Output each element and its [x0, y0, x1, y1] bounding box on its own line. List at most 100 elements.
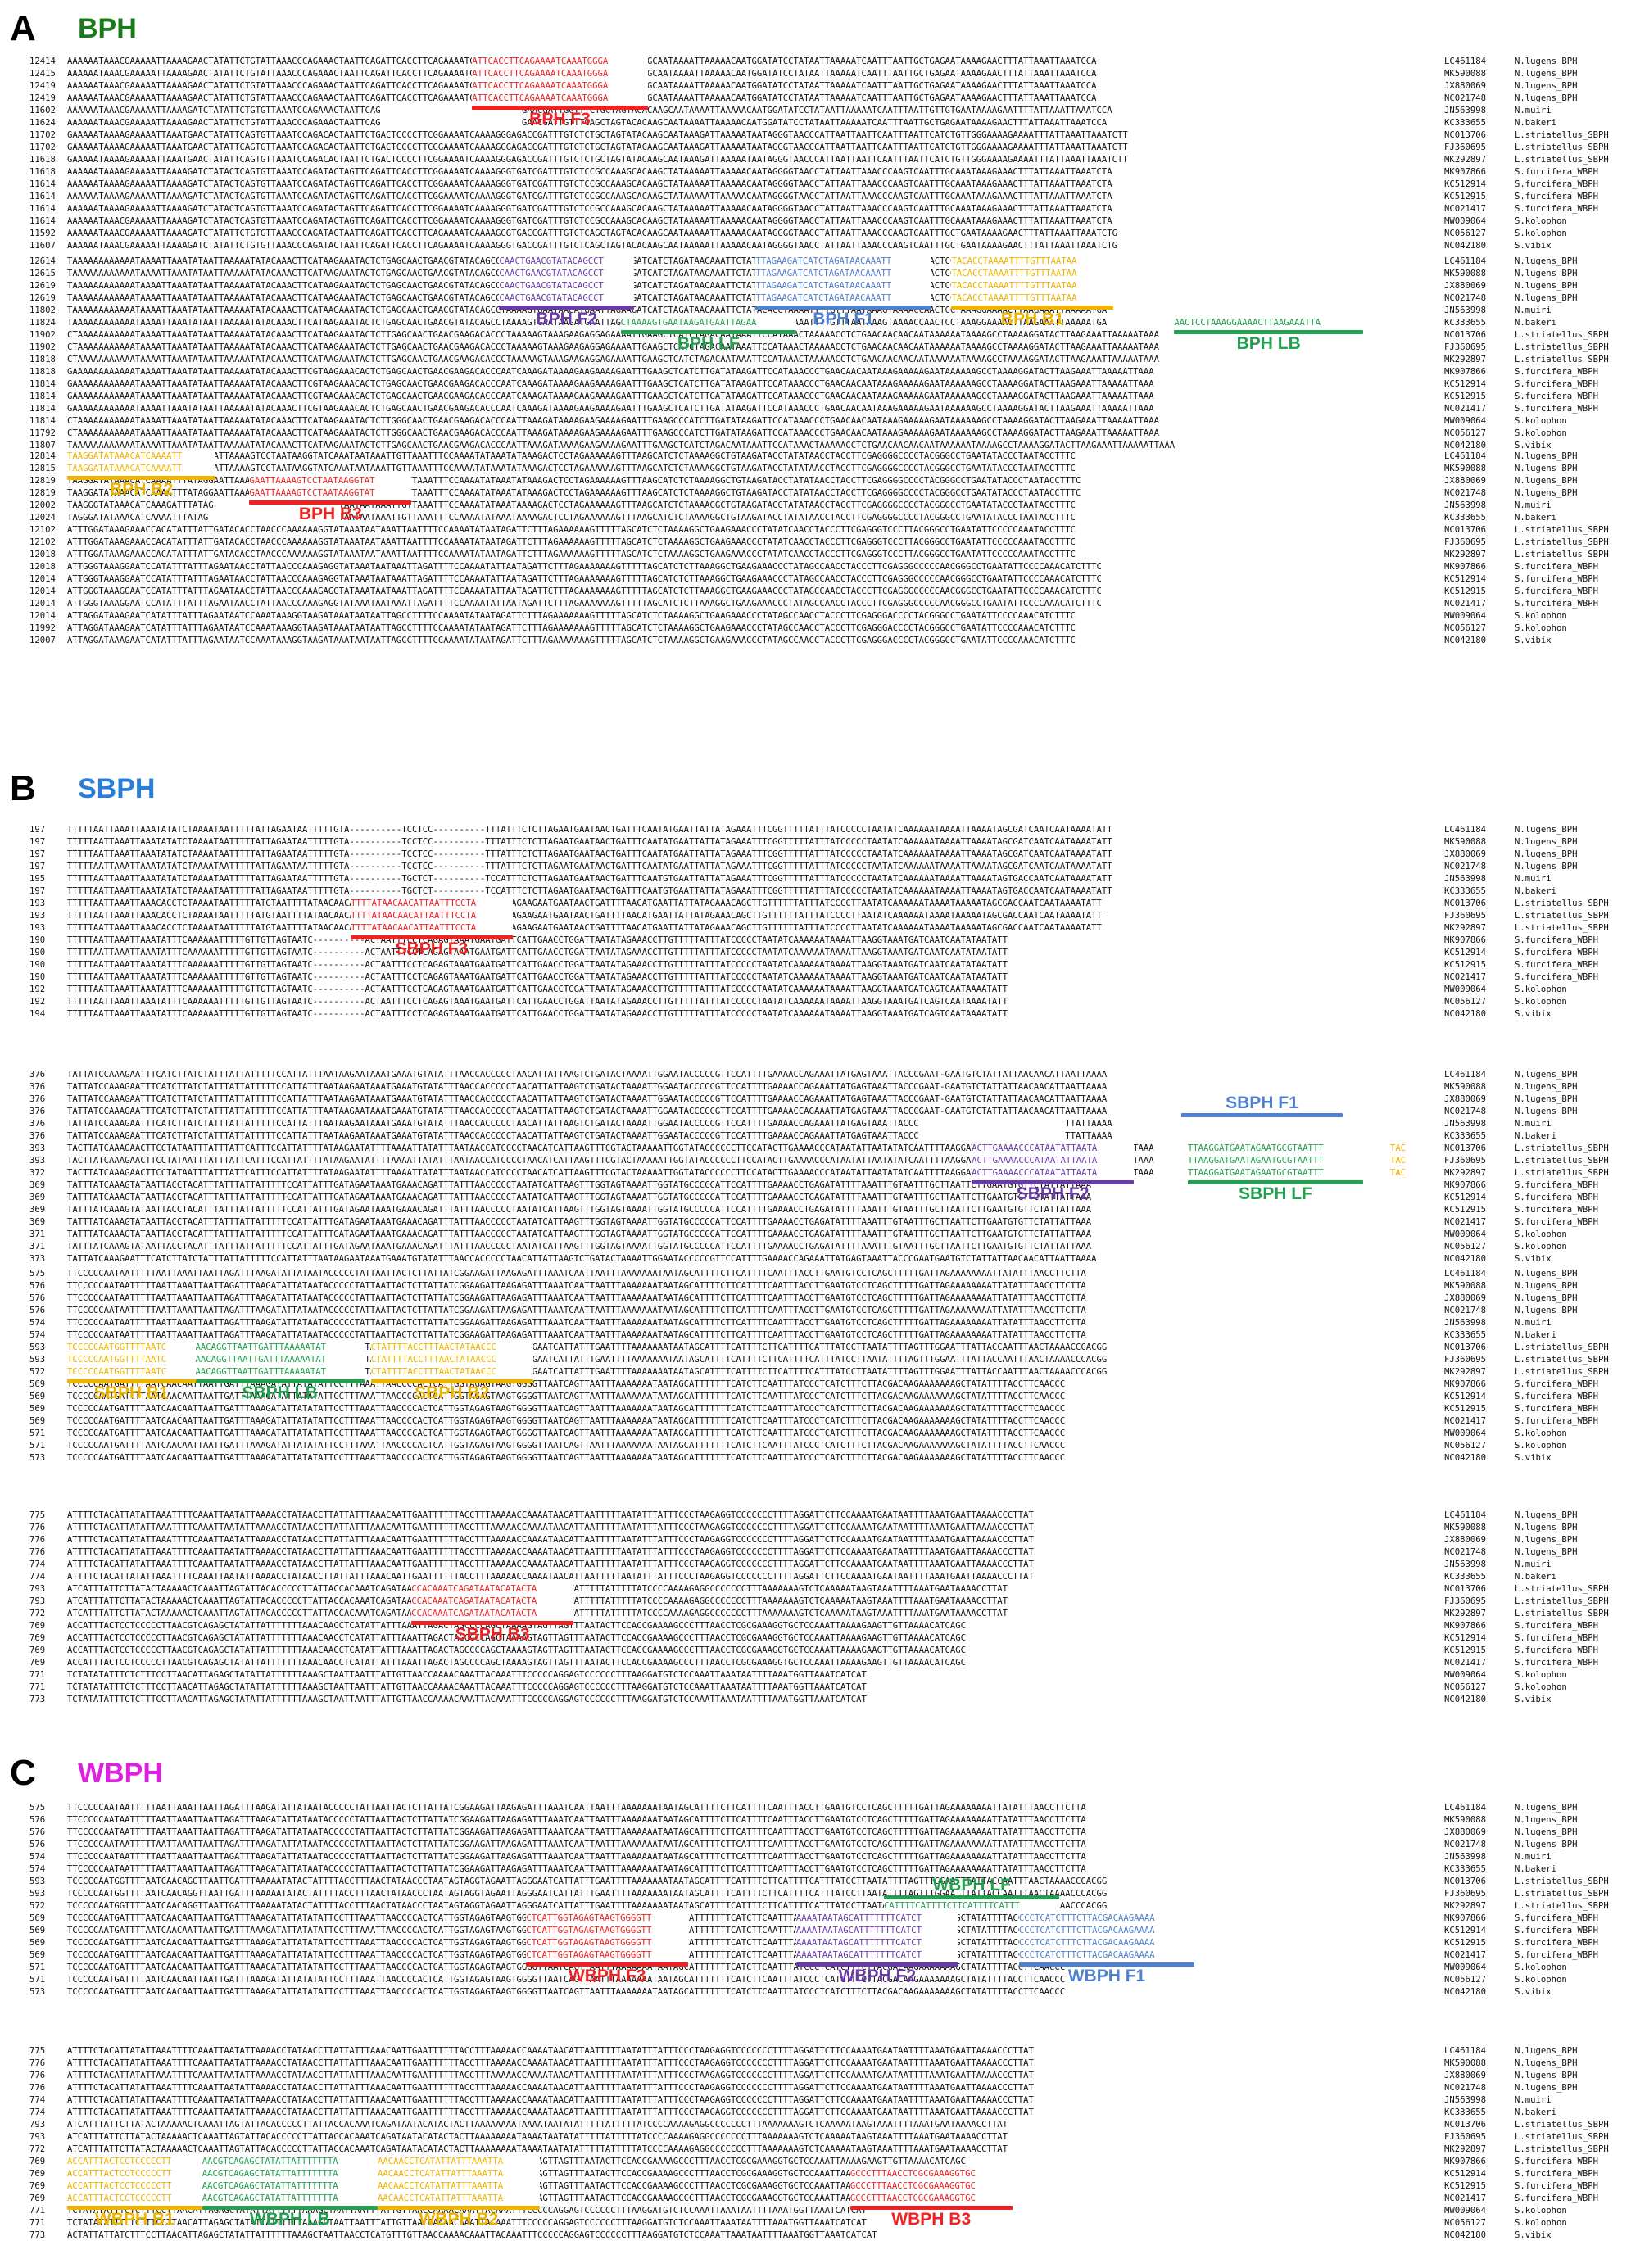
- species-name: N.lugens_BPH: [1515, 69, 1578, 79]
- sequence-position: 12614: [29, 256, 56, 266]
- alignment-row: 11818 CTAAAAAAAAAAATAAAATTAAATATAATTAAAAA…: [0, 354, 1631, 366]
- sequence-text: TTCCCCCAATAATTTTTAATTAAATTAATTAGATTTAAGA…: [67, 1281, 1086, 1291]
- accession-id: NC056127: [1444, 1975, 1487, 1985]
- primer-highlight: AACTCCTAAAGGAAAACTTAAGAAATTA: [1174, 317, 1364, 329]
- sequence-text: AAAAAATAAACGAAAAATTAAAAGAACTATATTCTGTATT…: [67, 80, 1417, 93]
- accession-id: FJ360695: [1444, 143, 1487, 152]
- primer-underline: [195, 1379, 365, 1383]
- primer-highlight: AACGTCAGAGCTATATTATTTTTTTA: [202, 2168, 378, 2180]
- sequence-position: 569: [29, 1950, 46, 1960]
- alignment-row: 190 TTTTTAATTAAATTAAATATTTCAAAAAATTTTTGTT…: [0, 959, 1631, 971]
- sequence-text: TTCCCCCAATAATTTTTAATTAAATTAATTAGATTTAAGA…: [67, 1318, 1086, 1328]
- panel-title-bph: BPH: [78, 13, 137, 44]
- sequence-position: 11824: [29, 318, 56, 328]
- sequence-text: TACTTATCAAAGAACTTCCTATAATTTATTTATTCATTTC…: [67, 1156, 1154, 1166]
- accession-id: NC021748: [1444, 1306, 1487, 1315]
- sequence-position: 11592: [29, 229, 56, 238]
- sequence-position: 573: [29, 1453, 46, 1463]
- species-name: S.furcifera_WBPH: [1515, 599, 1599, 609]
- species-name: N.lugens_BPH: [1515, 1107, 1578, 1116]
- sequence-position: 193: [29, 923, 46, 933]
- alignment-row: 11902 CTAAAAAAAAAAATAAAATTAAATATAATTAAAAA…: [0, 342, 1631, 354]
- primer-highlight: ACCATTTACTCCTCCCCCTT: [67, 2180, 202, 2193]
- accession-id: KC512915: [1444, 1404, 1487, 1414]
- alignment-row: 771 TCTATATATTTCTCTTTCCTTAACATTAGAGCTATAT…: [0, 1669, 1631, 1682]
- species-name: N.muiri: [1515, 1318, 1552, 1328]
- accession-id: MK292897: [1444, 1168, 1487, 1178]
- sequence-position: 12018: [29, 562, 56, 572]
- accession-id: KC512915: [1444, 1646, 1487, 1655]
- sequence-position: 12024: [29, 513, 56, 523]
- sequence-position: 12007: [29, 636, 56, 645]
- alignment-row: 376 TATTATCCAAAGAATTTCATCTTATCTATTTATTATT…: [0, 1081, 1631, 1093]
- sequence-position: 771: [29, 2206, 46, 2216]
- sequence-text: TATTTATCAAAGTATAATTACCTACATTTATTTATTATTT…: [67, 1229, 1092, 1239]
- species-name: N.lugens_BPH: [1515, 1803, 1578, 1813]
- species-name: S.furcifera_WBPH: [1515, 935, 1599, 945]
- primer-label-lb: WBPH LB: [249, 2210, 330, 2229]
- sequence-text: ATTGGGTAAAGGAATCCATATTTATTTAGAATAACCTATT…: [67, 586, 1102, 596]
- primer-label-b2: BPH B2: [110, 480, 174, 499]
- accession-id: MK907866: [1444, 2157, 1487, 2166]
- primer-highlight: CTCATTGGTAGAGTAAGTGGGGTT: [526, 1913, 689, 1925]
- accession-id: KC512915: [1444, 192, 1487, 201]
- primer-underline: [1174, 330, 1364, 334]
- primer-highlight: ATTCACCTTCAGAAAATCAAATGGGA: [472, 68, 648, 80]
- sequence-text: CTAAAAAAAAAAATAAAATTAAATATAATTAAAAATATAC…: [67, 342, 1159, 352]
- accession-id: MK590088: [1444, 1281, 1487, 1291]
- sequence-text: ATTTTCTACATTATATTAAATTTTCAAATTAATATTAAAA…: [67, 1535, 1034, 1545]
- accession-id: NC013706: [1444, 130, 1487, 140]
- species-name: N.lugens_BPH: [1515, 1070, 1578, 1080]
- species-name: L.striatellus_SBPH: [1515, 1596, 1609, 1606]
- alignment-row: 11592 AAAAAATAAACGAAAAATTAAAAGATCTATATTCT…: [0, 228, 1631, 240]
- sequence-position: 11818: [29, 355, 56, 364]
- sequence-text: TTTTTAATTAAATTAAATATATCTAAAATAATTTTTATTA…: [67, 886, 1112, 896]
- species-name: S.vibix: [1515, 1453, 1552, 1463]
- sequence-text: AAAAAATAAAAGAAAAATTAAAAGATCTATACTCAGTGTT…: [67, 192, 1112, 201]
- sequence-text: ATTTTCTACATTATATTAAATTTTCAAATTAATATTAAAA…: [67, 2071, 1034, 2080]
- accession-id: KC512914: [1444, 1926, 1487, 1935]
- accession-id: NC013706: [1444, 1876, 1487, 1886]
- accession-id: KC512914: [1444, 2169, 1487, 2179]
- accession-id: FJ360695: [1444, 911, 1487, 921]
- species-name: S.furcifera_WBPH: [1515, 179, 1599, 189]
- alignment-row: 376 TATTATCCAAAGAATTTCATCTTATCTATTTATTATT…: [0, 1118, 1631, 1130]
- sequence-position: 793: [29, 2132, 46, 2142]
- alignment-row: 12814 TAAGGATATAAACATCAAAATTTATAGAATTAAAA…: [0, 450, 1631, 463]
- sequence-text: TACTTATCAAAGAACTTCCTATAATTTATTTATTCATTTC…: [67, 1143, 1154, 1153]
- species-name: S.kolophon: [1515, 1975, 1567, 1985]
- accession-id: NC021417: [1444, 2193, 1487, 2203]
- primer-highlight: TTAGAAGATCATCTAGATAACAAATT: [755, 256, 931, 268]
- accession-id: MK292897: [1444, 550, 1487, 559]
- species-name: S.kolophon: [1515, 997, 1567, 1007]
- species-name: S.furcifera_WBPH: [1515, 1205, 1599, 1215]
- alignment-row: 769 ACCATTTACTCCTCCCCCTTAACGTCAGAGCTATATT…: [0, 1657, 1631, 1669]
- alignment-row: 576 TTCCCCCAATAATTTTTAATTAAATTAATTAGATTTA…: [0, 1827, 1631, 1839]
- species-name: S.furcifera_WBPH: [1515, 379, 1599, 389]
- alignment-row: 776 ATTTTCTACATTATATTAAATTTTCAAATTAATATTA…: [0, 1546, 1631, 1559]
- sequence-text: GAAAAAAAAAAAATAAAATTAAATATAATTAAAAATATAC…: [67, 379, 1154, 389]
- species-name: L.striatellus_SBPH: [1515, 911, 1609, 921]
- species-name: S.vibix: [1515, 1987, 1552, 1997]
- primer-highlight: AACAACCTCATATTATTTAAATTA: [378, 2193, 540, 2205]
- species-name: N.lugens_BPH: [1515, 281, 1578, 291]
- alignment-row: 772 ATCATTTATTCTTATACTAAAAACTCAAATTAGTATT…: [0, 2144, 1631, 2156]
- primer-underline: [67, 2206, 202, 2210]
- species-name: S.furcifera_WBPH: [1515, 1416, 1599, 1426]
- sequence-position: 776: [29, 1535, 46, 1545]
- sequence-position: 12619: [29, 293, 56, 303]
- alignment-row: 575 TTCCCCCAATAATTTTTAATTAAATTAATTAGATTTA…: [0, 1802, 1631, 1814]
- alignment-row: 12007 ATTAGGATAAAGAATCATATTTATTTAGAATAATC…: [0, 635, 1631, 647]
- sequence-position: 569: [29, 1938, 46, 1948]
- primer-highlight: CAACTGAACGTATACAGCCT: [499, 280, 635, 292]
- primer-highlight: TAC: [1390, 1143, 1411, 1155]
- primer-highlight: CAACTGAACGTATACAGCCT: [499, 292, 635, 305]
- primer-highlight: AACAGGTTAATTGATTTAAAAATAT: [195, 1366, 365, 1378]
- alignment-row: 11607 AAAAAATAAACGAAAAATTAAAAGATCTATATTCT…: [0, 240, 1631, 252]
- alignment-row: 593 TCCCCCAATGGTTTTAATCAACAGGTTAATTGATTTA…: [0, 1888, 1631, 1900]
- sequence-position: 12814: [29, 451, 56, 461]
- accession-id: NC042180: [1444, 1453, 1487, 1463]
- sequence-position: 190: [29, 972, 46, 982]
- sequence-position: 793: [29, 2120, 46, 2130]
- alignment-row: 793 ATCATTTATTCTTATACTAAAAACTCAAATTAGTATT…: [0, 1583, 1631, 1596]
